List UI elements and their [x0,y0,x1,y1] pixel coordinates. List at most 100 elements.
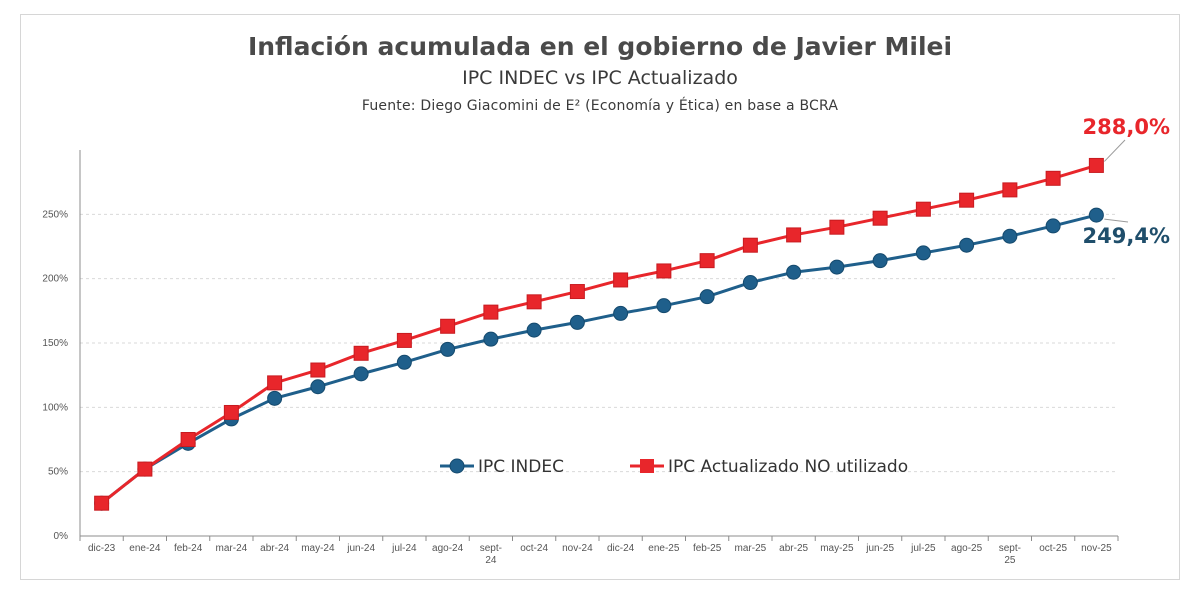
data-point [353,366,369,382]
y-axis-ticks: 0% 50% 100% 150% 200% 250% [42,209,68,542]
y-tick-label: 150% [42,338,68,349]
data-point [1045,170,1061,186]
x-tick-label-line: mar-24 [216,543,248,554]
x-tick-label-line: jul-24 [391,543,417,554]
x-tick-label: ago-24 [432,543,464,554]
data-point [137,461,153,477]
annotations: 288,0% 249,4% [1083,115,1170,248]
grid [80,213,1118,473]
data-point [1088,207,1104,223]
x-tick-label-line: jun-24 [346,543,375,554]
series-line [100,213,1097,505]
chart-title: Inflación acumulada en el gobierno de Ja… [248,32,952,61]
x-tick-label-line: 25 [1004,555,1016,566]
x-tick-label: oct-24 [520,543,548,554]
x-tick-label-line: 24 [485,555,497,566]
data-point [699,289,715,305]
legend: IPC INDEC IPC Actualizado NO utilizado [440,457,908,477]
x-tick-label: sept-24 [480,543,502,566]
x-tick-label-line: abr-24 [260,543,289,554]
x-tick-label-line: oct-25 [1039,543,1067,554]
x-tick-label-line: mar-25 [735,543,767,554]
x-tick-label-line: nov-25 [1081,543,1112,554]
y-tick-label: 100% [42,402,68,413]
data-point [396,354,412,370]
data-point [829,259,845,275]
x-tick-label-line: sept- [999,543,1021,554]
x-tick-label: may-25 [820,543,854,554]
x-tick-label: abr-24 [260,543,289,554]
annotation-label: 288,0% [1083,115,1170,139]
chart-frame [20,14,1180,580]
data-point [569,284,585,300]
x-tick-label: dic-24 [607,543,635,554]
x-tick-label: may-24 [301,543,335,554]
x-tick-label-line: feb-25 [693,543,722,554]
x-tick-label: ago-25 [951,543,983,554]
data-point [613,305,629,321]
data-point [742,237,758,253]
data-point [1002,182,1018,198]
x-tick-label-line: ene-24 [129,543,161,554]
data-point [1002,228,1018,244]
x-tick-label: sept-25 [999,543,1021,566]
data-point [180,432,196,447]
chart-source: Fuente: Diego Giacomini de E² (Economía … [362,97,838,114]
annotation-leader [1104,139,1126,162]
data-point [1045,218,1061,234]
legend-marker [640,459,654,473]
x-tick-label-line: dic-24 [607,543,635,554]
data-point [656,298,672,314]
data-point [699,253,715,269]
x-tick-label-line: nov-24 [562,543,593,554]
x-tick-label-line: oct-24 [520,543,548,554]
data-point [915,245,931,261]
data-point [959,237,975,253]
data-point [526,322,542,338]
x-axis-ticks: dic-23 ene-24 feb-24 mar-24 abr-24 may-24 jun-… [88,543,1112,566]
legend-label: IPC Actualizado NO utilizado [668,457,908,477]
x-tick-label: ene-25 [648,543,680,554]
data-point [483,304,499,320]
x-tick-label-line: jul-25 [910,543,936,554]
x-tick-label-line: abr-25 [779,543,808,554]
chart-subtitle: IPC INDEC vs IPC Actualizado [462,67,738,89]
x-tick-label: dic-23 [88,543,116,554]
data-point [310,362,326,378]
y-tick-label: 200% [42,274,68,285]
data-point [742,275,758,291]
x-tick-label: nov-24 [562,543,593,554]
x-tick-label-line: ago-24 [432,543,464,554]
x-tick-label: jun-24 [346,543,375,554]
data-point [267,375,283,391]
data-point [440,341,456,357]
data-point [786,264,802,280]
x-tick-label-line: dic-23 [88,543,116,554]
x-tick-label-line: ago-25 [951,543,983,554]
data-point [613,272,629,288]
data-point [829,219,845,235]
x-tick-label-line: may-25 [820,543,854,554]
data-point [656,263,672,279]
y-tick-label: 50% [48,467,68,478]
data-point [915,201,931,217]
series-layer [94,157,1104,511]
legend-marker [449,458,465,474]
x-tick-label-line: sept- [480,543,502,554]
x-tick-label: ene-24 [129,543,161,554]
data-point [872,210,888,226]
x-tick-label: jul-25 [910,543,936,554]
x-tick-label-line: may-24 [301,543,335,554]
data-point [94,495,110,511]
annotation-label: 249,4% [1083,224,1170,248]
x-tick-label-line: ene-25 [648,543,680,554]
series-line [100,164,1097,505]
annotation-leader [1104,218,1129,223]
data-point [569,314,585,330]
x-tick-label: abr-25 [779,543,808,554]
data-point [310,379,326,395]
data-point [959,192,975,208]
x-tick-label: mar-25 [735,543,767,554]
x-tick-label: nov-25 [1081,543,1112,554]
